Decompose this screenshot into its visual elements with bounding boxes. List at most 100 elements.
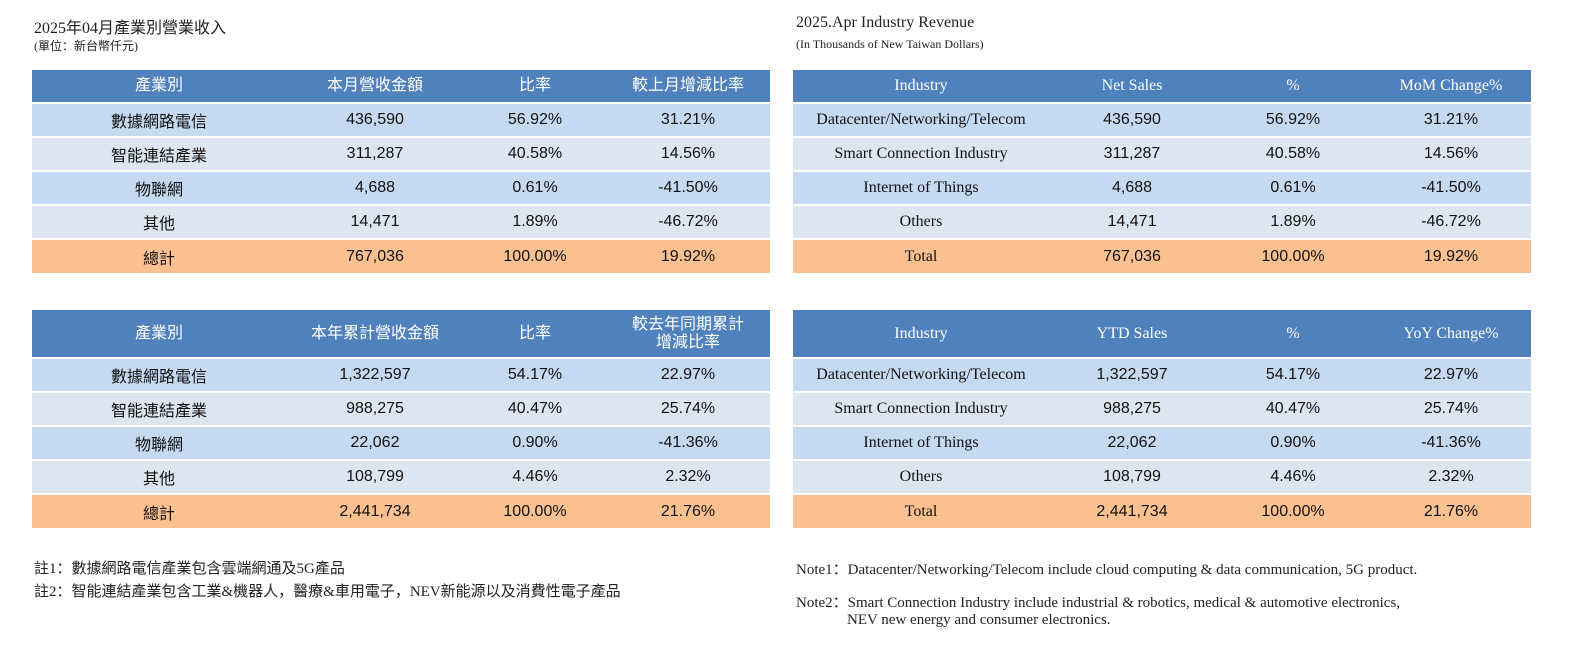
industry-cell: 其他 [32, 460, 286, 495]
change-cell: -41.36% [606, 426, 770, 461]
change-cell: 31.21% [606, 103, 770, 138]
change-cell: 31.21% [1371, 103, 1531, 138]
col-header-ytd-sales: YTD Sales [1049, 310, 1215, 359]
en-unit-label: (In Thousands of New Taiwan Dollars) [796, 37, 984, 51]
industry-cell: 總計 [32, 239, 286, 273]
zh-monthly-table: 產業別 本月營收金額 比率 較上月增減比率 數據網路電信 436,590 56.… [32, 70, 770, 273]
table-row: 智能連結產業 988,275 40.47% 25.74% [32, 392, 770, 427]
industry-cell: Internet of Things [793, 426, 1049, 461]
sales-cell: 22,062 [286, 426, 464, 461]
table-header-row: Industry Net Sales % MoM Change% [793, 70, 1531, 104]
col-header-net-sales: 本月營收金額 [286, 70, 464, 104]
change-cell: -41.50% [1371, 171, 1531, 206]
change-cell: 21.76% [1371, 494, 1531, 528]
sales-cell: 14,471 [286, 205, 464, 240]
en-note-1: Note1：Datacenter/Networking/Telecom incl… [796, 562, 1418, 578]
table-total-row: Total 2,441,734 100.00% 21.76% [793, 494, 1531, 528]
ratio-cell: 0.61% [1215, 171, 1371, 206]
en-ytd-table: Industry YTD Sales % YoY Change% Datacen… [793, 310, 1531, 528]
industry-cell: Total [793, 494, 1049, 528]
zh-note-1: 註1：數據網路電信產業包含雲端網通及5G產品 [34, 561, 345, 577]
change-cell: 14.56% [606, 137, 770, 172]
industry-cell: 數據網路電信 [32, 358, 286, 393]
col-header-mom-change: MoM Change% [1371, 70, 1531, 104]
col-header-ytd-sales: 本年累計營收金額 [286, 310, 464, 359]
table-total-row: 總計 2,441,734 100.00% 21.76% [32, 494, 770, 528]
ratio-cell: 0.90% [1215, 426, 1371, 461]
col-header-ratio: % [1215, 70, 1371, 104]
col-header-ratio: 比率 [464, 70, 606, 104]
col-header-mom-change: 較上月增減比率 [606, 70, 770, 104]
table-row: 其他 108,799 4.46% 2.32% [32, 460, 770, 495]
en-note-2-continued: NEV new energy and consumer electronics. [847, 612, 1111, 628]
ratio-cell: 100.00% [464, 494, 606, 528]
sales-cell: 108,799 [1049, 460, 1215, 495]
ratio-cell: 1.89% [1215, 205, 1371, 240]
en-page-title: 2025.Apr Industry Revenue [796, 14, 975, 31]
table-row: 物聯網 4,688 0.61% -41.50% [32, 171, 770, 206]
zh-page-title: 2025年04月產業別營業收入 [34, 20, 227, 37]
ratio-cell: 40.58% [1215, 137, 1371, 172]
change-cell: 2.32% [1371, 460, 1531, 495]
ratio-cell: 0.61% [464, 171, 606, 206]
table-row: Datacenter/Networking/Telecom 1,322,597 … [793, 358, 1531, 393]
industry-cell: 物聯網 [32, 426, 286, 461]
en-note-2: Note2：Smart Connection Industry include … [796, 595, 1401, 611]
industry-cell: 總計 [32, 494, 286, 528]
sales-cell: 22,062 [1049, 426, 1215, 461]
industry-cell: Smart Connection Industry [793, 392, 1049, 427]
sales-cell: 14,471 [1049, 205, 1215, 240]
sales-cell: 2,441,734 [286, 494, 464, 528]
ratio-cell: 40.47% [1215, 392, 1371, 427]
header-line-2: 增減比率 [655, 333, 720, 351]
table-row: Smart Connection Industry 988,275 40.47%… [793, 392, 1531, 427]
industry-cell: 數據網路電信 [32, 103, 286, 138]
change-cell: 19.92% [606, 239, 770, 273]
zh-unit-label: (單位：新台幣仟元) [34, 39, 138, 53]
change-cell: -41.50% [606, 171, 770, 206]
ratio-cell: 100.00% [1215, 239, 1371, 273]
ratio-cell: 4.46% [1215, 460, 1371, 495]
ratio-cell: 54.17% [1215, 358, 1371, 393]
change-cell: 14.56% [1371, 137, 1531, 172]
change-cell: 21.76% [606, 494, 770, 528]
sales-cell: 436,590 [1049, 103, 1215, 138]
col-header-yoy-change: 較去年同期累計 增減比率 [606, 310, 770, 359]
ratio-cell: 54.17% [464, 358, 606, 393]
ratio-cell: 100.00% [1215, 494, 1371, 528]
change-cell: 19.92% [1371, 239, 1531, 273]
col-header-industry: Industry [793, 310, 1049, 359]
col-header-net-sales: Net Sales [1049, 70, 1215, 104]
table-row: Internet of Things 22,062 0.90% -41.36% [793, 426, 1531, 461]
sales-cell: 311,287 [1049, 137, 1215, 172]
industry-cell: Smart Connection Industry [793, 137, 1049, 172]
table-row: Others 14,471 1.89% -46.72% [793, 205, 1531, 240]
ratio-cell: 56.92% [464, 103, 606, 138]
en-monthly-table: Industry Net Sales % MoM Change% Datacen… [793, 70, 1531, 273]
table-total-row: 總計 767,036 100.00% 19.92% [32, 239, 770, 273]
table-row: 其他 14,471 1.89% -46.72% [32, 205, 770, 240]
change-cell: 2.32% [606, 460, 770, 495]
change-cell: 25.74% [606, 392, 770, 427]
change-cell: 22.97% [1371, 358, 1531, 393]
sales-cell: 436,590 [286, 103, 464, 138]
col-header-ratio: % [1215, 310, 1371, 359]
col-header-industry: 產業別 [32, 310, 286, 359]
table-row: 數據網路電信 436,590 56.92% 31.21% [32, 103, 770, 138]
industry-cell: Datacenter/Networking/Telecom [793, 358, 1049, 393]
col-header-ratio: 比率 [464, 310, 606, 359]
sales-cell: 988,275 [1049, 392, 1215, 427]
sales-cell: 1,322,597 [286, 358, 464, 393]
industry-cell: Datacenter/Networking/Telecom [793, 103, 1049, 138]
zh-ytd-table: 產業別 本年累計營收金額 比率 較去年同期累計 增減比率 數據網路電信 1,322… [32, 310, 770, 528]
industry-cell: 物聯網 [32, 171, 286, 206]
table-row: 智能連結產業 311,287 40.58% 14.56% [32, 137, 770, 172]
zh-note-2: 註2：智能連結產業包含工業&機器人，醫療&車用電子，NEV新能源以及消費性電子產… [34, 584, 621, 600]
industry-cell: Others [793, 205, 1049, 240]
sales-cell: 2,441,734 [1049, 494, 1215, 528]
sales-cell: 988,275 [286, 392, 464, 427]
table-row: Smart Connection Industry 311,287 40.58%… [793, 137, 1531, 172]
change-cell: 25.74% [1371, 392, 1531, 427]
table-header-row: Industry YTD Sales % YoY Change% [793, 310, 1531, 359]
sales-cell: 4,688 [286, 171, 464, 206]
